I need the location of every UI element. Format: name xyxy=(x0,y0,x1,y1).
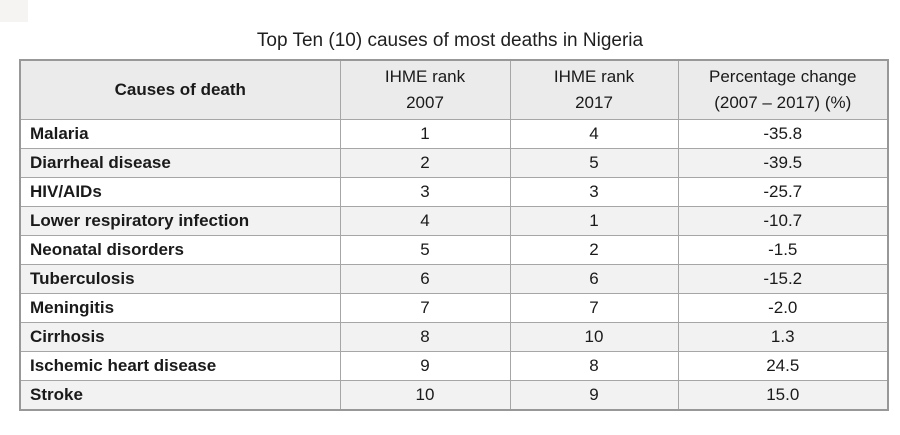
cell-pct-change: -1.5 xyxy=(677,235,889,265)
table-row: Tuberculosis 6 6 -15.2 xyxy=(19,264,889,294)
causes-of-death-table: Causes of death IHME rank 2007 IHME rank… xyxy=(19,59,889,411)
header-cell-pct-change: Percentage change (2007 – 2017) (%) xyxy=(677,59,889,120)
page-title: Top Ten (10) causes of most deaths in Ni… xyxy=(256,30,644,51)
cell-cause: Malaria xyxy=(19,119,341,149)
cell-rank-2017: 6 xyxy=(509,264,679,294)
cell-pct-change: 1.3 xyxy=(677,322,889,352)
cell-pct-change: 24.5 xyxy=(677,351,889,381)
table-row: Ischemic heart disease 9 8 24.5 xyxy=(19,351,889,381)
header-row: Causes of death IHME rank 2007 IHME rank… xyxy=(19,59,889,120)
cell-rank-2007: 10 xyxy=(339,380,511,411)
header-cell-rank-2017: IHME rank 2017 xyxy=(509,59,679,120)
cell-cause: HIV/AIDs xyxy=(19,177,341,207)
cell-rank-2017: 4 xyxy=(509,119,679,149)
table-row: Malaria 1 4 -35.8 xyxy=(19,119,889,149)
header-rank-2007-line2: 2007 xyxy=(406,93,444,112)
cell-rank-2017: 1 xyxy=(509,206,679,236)
cell-rank-2017: 9 xyxy=(509,380,679,411)
header-rank-2007-line1: IHME rank xyxy=(384,67,466,86)
cell-cause: Lower respiratory infection xyxy=(19,206,341,236)
cell-pct-change: -35.8 xyxy=(677,119,889,149)
table-header: Causes of death IHME rank 2007 IHME rank… xyxy=(19,59,889,120)
header-pct-change-line2: (2007 – 2017) (%) xyxy=(714,93,852,112)
cell-rank-2017: 8 xyxy=(509,351,679,381)
cell-pct-change: -39.5 xyxy=(677,148,889,178)
header-rank-2017-line1: IHME rank xyxy=(553,67,635,86)
cell-rank-2007: 6 xyxy=(339,264,511,294)
header-pct-change-line1: Percentage change xyxy=(709,67,857,86)
cell-rank-2017: 5 xyxy=(509,148,679,178)
cell-rank-2007: 7 xyxy=(339,293,511,323)
cell-pct-change: -25.7 xyxy=(677,177,889,207)
cell-pct-change: -2.0 xyxy=(677,293,889,323)
header-cell-causes: Causes of death xyxy=(19,59,341,120)
cell-cause: Ischemic heart disease xyxy=(19,351,341,381)
cell-rank-2007: 4 xyxy=(339,206,511,236)
table-row: Lower respiratory infection 4 1 -10.7 xyxy=(19,206,889,236)
cell-cause: Stroke xyxy=(19,380,341,411)
cell-cause: Tuberculosis xyxy=(19,264,341,294)
screenshot-corner-artifact xyxy=(0,0,28,22)
cell-pct-change: 15.0 xyxy=(677,380,889,411)
table-row: Stroke 10 9 15.0 xyxy=(19,380,889,411)
cell-rank-2007: 9 xyxy=(339,351,511,381)
cell-pct-change: -15.2 xyxy=(677,264,889,294)
cell-rank-2017: 10 xyxy=(509,322,679,352)
cell-rank-2007: 3 xyxy=(339,177,511,207)
header-rank-2017-line2: 2017 xyxy=(575,93,613,112)
cell-rank-2007: 5 xyxy=(339,235,511,265)
cell-cause: Neonatal disorders xyxy=(19,235,341,265)
cell-pct-change: -10.7 xyxy=(677,206,889,236)
header-cell-rank-2007: IHME rank 2007 xyxy=(339,59,511,120)
cell-rank-2017: 2 xyxy=(509,235,679,265)
cell-cause: Diarrheal disease xyxy=(19,148,341,178)
cell-rank-2017: 3 xyxy=(509,177,679,207)
table-body: Malaria 1 4 -35.8 Diarrheal disease 2 5 … xyxy=(19,119,889,411)
cell-cause: Cirrhosis xyxy=(19,322,341,352)
cell-rank-2007: 1 xyxy=(339,119,511,149)
table-row: Meningitis 7 7 -2.0 xyxy=(19,293,889,323)
table-row: Neonatal disorders 5 2 -1.5 xyxy=(19,235,889,265)
table-row: Diarrheal disease 2 5 -39.5 xyxy=(19,148,889,178)
cell-rank-2007: 8 xyxy=(339,322,511,352)
table-row: Cirrhosis 8 10 1.3 xyxy=(19,322,889,352)
cell-rank-2007: 2 xyxy=(339,148,511,178)
table-row: HIV/AIDs 3 3 -25.7 xyxy=(19,177,889,207)
cell-rank-2017: 7 xyxy=(509,293,679,323)
cell-cause: Meningitis xyxy=(19,293,341,323)
